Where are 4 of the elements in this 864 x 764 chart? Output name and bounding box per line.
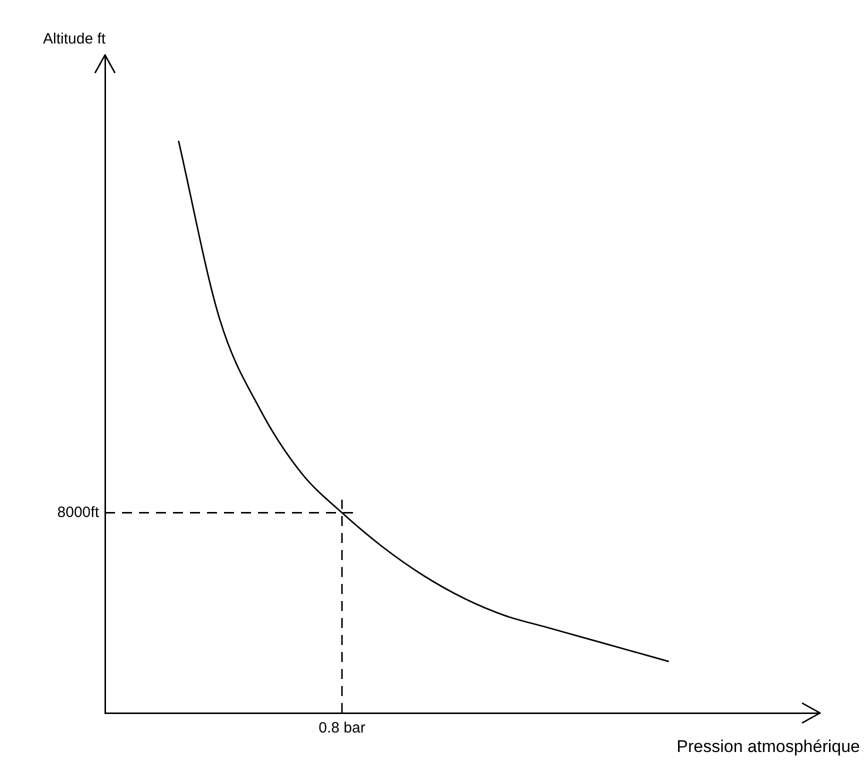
text: 0.8 bar: [318, 720, 366, 737]
text: Altitude ft: [43, 30, 106, 48]
ref-line-label: 8000ft: [57, 504, 100, 521]
x-axis-title: Pression atmosphérique: [676, 737, 860, 756]
